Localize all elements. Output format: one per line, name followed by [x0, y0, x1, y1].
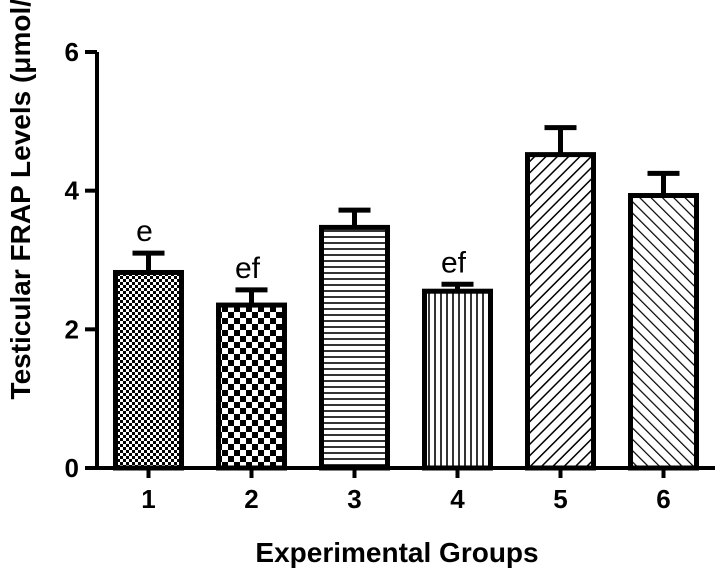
- x-tick-label-2: 2: [244, 484, 258, 514]
- y-tick-label-2: 2: [65, 314, 79, 344]
- annotation-2: ef: [235, 252, 261, 285]
- annotation-4: ef: [441, 246, 467, 279]
- x-tick-label-6: 6: [656, 484, 670, 514]
- y-axis-title: Testicular FRAP Levels (μmol/g): [5, 0, 36, 399]
- y-tick-label-6: 6: [65, 37, 79, 67]
- x-tick-label-3: 3: [347, 484, 361, 514]
- bar-3: [319, 224, 390, 471]
- bar-4: [422, 288, 493, 471]
- bar-6: [628, 193, 699, 471]
- x-tick-label-4: 4: [450, 484, 465, 514]
- x-axis-title: Experimental Groups: [255, 537, 538, 568]
- bar-2: [216, 302, 287, 471]
- y-tick-label-0: 0: [65, 453, 79, 483]
- annotation-1: e: [136, 215, 153, 248]
- y-tick-label-4: 4: [65, 176, 80, 206]
- x-tick-label-5: 5: [553, 484, 567, 514]
- bar-1: [113, 269, 184, 471]
- bar-5: [525, 152, 596, 471]
- x-tick-label-1: 1: [141, 484, 155, 514]
- plot-area: e ef ef: [113, 125, 699, 471]
- axes: 1 2 3 4 5 6 0 2 4 6: [65, 37, 715, 514]
